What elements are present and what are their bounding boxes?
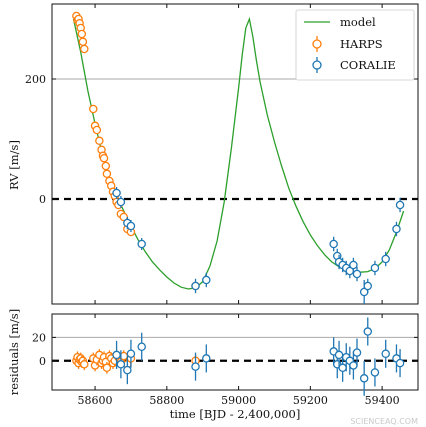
rv-coralie-point (363, 281, 373, 291)
rv-coralie-point (112, 188, 121, 198)
watermark: SCIENCEAQ.COM (350, 417, 418, 426)
residuals-coralie-point (381, 349, 390, 359)
rv-ticks: 0 200 (25, 4, 418, 304)
residuals-ylabel: residuals [m/s] (7, 309, 21, 395)
residuals-coralie-point (370, 368, 380, 377)
rv-coralie-point (381, 254, 390, 264)
rv-harps-point (102, 169, 112, 179)
residuals-harps-point (80, 360, 89, 369)
residuals-coralie-point (363, 327, 373, 336)
rv-harps-point (78, 37, 88, 47)
legend-coralie-label: CORALIE (340, 58, 396, 72)
rv-coralie-point (329, 239, 338, 249)
rv-harps-point (80, 44, 89, 54)
rv-harps-point (95, 136, 104, 146)
residuals-coralie-point (202, 354, 211, 363)
legend-coralie-marker (312, 60, 322, 70)
residuals-coralie-point (359, 374, 369, 383)
legend: model HARPS CORALIE (295, 9, 415, 81)
time-xlabel: time [BJD - 2,400,000] (170, 407, 301, 421)
rv-coralie-point (392, 224, 401, 234)
rv-ytick-label-0: 0 (39, 193, 46, 206)
rv-coralie-point (126, 221, 136, 231)
rv-plot-frame (51, 3, 419, 305)
rv-coralie-point (349, 260, 358, 270)
rv-harps-point (99, 153, 109, 163)
residuals-coralie-point (126, 349, 136, 359)
residuals-coralie-point (112, 350, 121, 360)
legend-harps-marker (312, 39, 322, 49)
rv-coralie-point (395, 200, 405, 210)
legend-frame (295, 9, 415, 81)
rv-ytick-label-200: 200 (25, 73, 46, 86)
rv-coralie-point (116, 197, 126, 207)
rv-coralie-point (191, 281, 200, 291)
residuals-ytick-label-20: 20 (32, 331, 46, 344)
rv-harps-point (89, 104, 98, 114)
residuals-xtick-label-59000: 59000 (221, 394, 256, 407)
rv-ylabel: RV [m/s] (7, 140, 21, 190)
residuals-coralie-point (395, 358, 405, 368)
residuals-xtick-label-58600: 58600 (78, 394, 113, 407)
residuals-ytick-label-0: 0 (39, 355, 46, 368)
rv-coralie-point (352, 269, 362, 279)
residuals-coralie-point (137, 342, 146, 351)
residuals-coralie-point (191, 362, 200, 371)
residuals-ticks: 0 20 58600 58800 59000 59200 59400 (32, 314, 418, 407)
residuals-coralie-point (352, 348, 362, 357)
rv-harps-point (92, 125, 102, 135)
residuals-harps-point (102, 363, 112, 373)
rv-coralie-point (202, 275, 211, 285)
rv-panel: 0 200 RV [m/s] model HARPS CORALIE (7, 3, 419, 305)
residuals-coralie-point (123, 365, 132, 375)
rv-coralie-point (370, 263, 380, 273)
residuals-xtick-label-59400: 59400 (365, 394, 400, 407)
residuals-data-points (72, 317, 405, 396)
residuals-xtick-label-59200: 59200 (293, 394, 328, 407)
rv-harps-point (101, 161, 111, 171)
residuals-coralie-point (334, 350, 344, 360)
residuals-xtick-label-58800: 58800 (149, 394, 184, 407)
residuals-plot-frame (51, 313, 419, 391)
legend-model-label: model (340, 15, 376, 29)
rv-coralie-point (137, 239, 146, 249)
residuals-coralie-point (349, 361, 358, 370)
residuals-coralie-point (116, 360, 126, 369)
rv-data-points (72, 11, 405, 304)
rv-harps-point (77, 29, 87, 39)
residuals-coralie-point (338, 363, 347, 373)
legend-harps-label: HARPS (340, 37, 383, 51)
residuals-panel: 0 20 58600 58800 59000 59200 59400 residuals [… (7, 309, 419, 421)
